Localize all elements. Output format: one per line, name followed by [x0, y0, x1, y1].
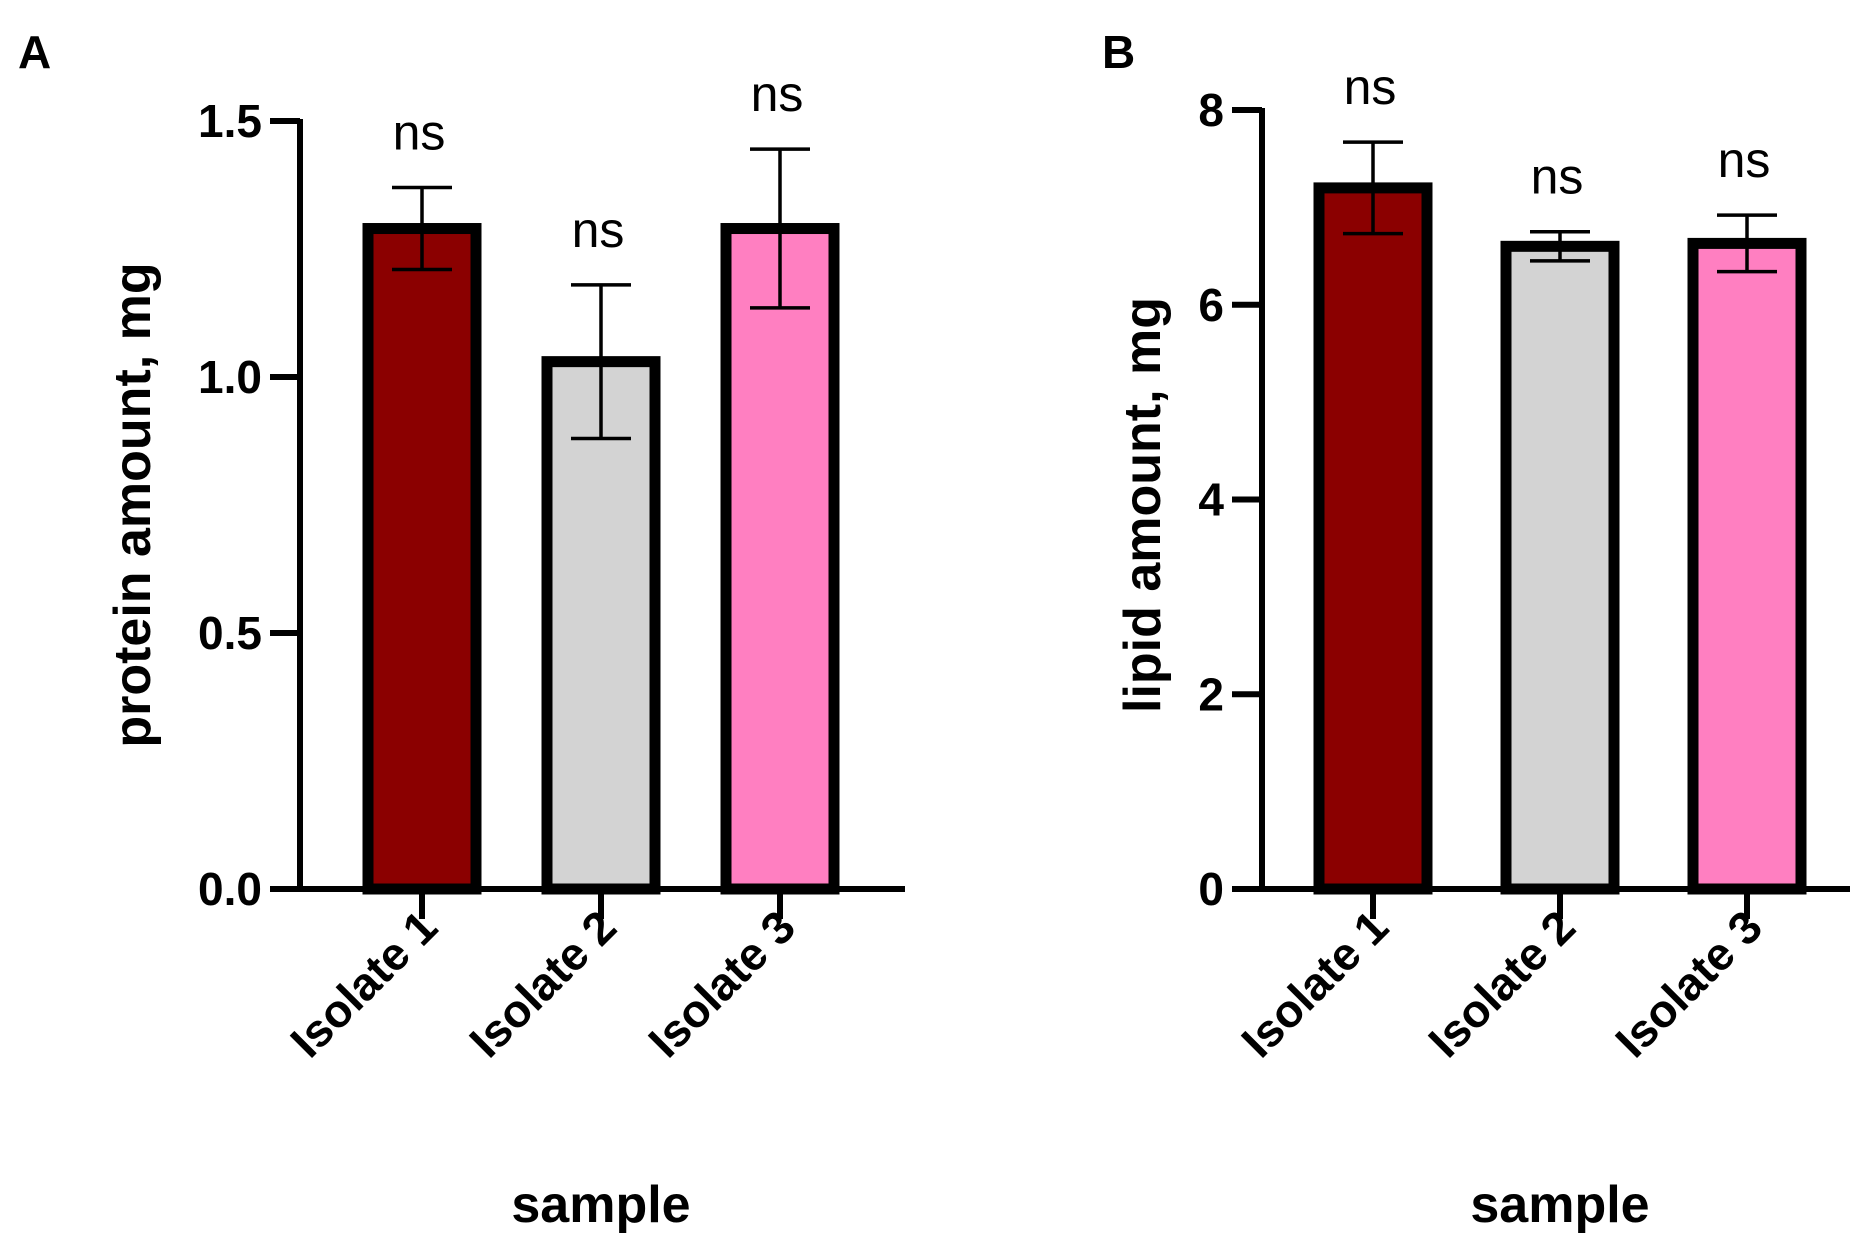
- y-tick-label: 0.0: [198, 863, 262, 915]
- significance-label: ns: [393, 105, 446, 161]
- y-tick-label: 8: [1198, 84, 1224, 136]
- x-category-label: Isolate 1: [280, 900, 447, 1067]
- bar: [362, 223, 482, 895]
- error-bar: [1717, 213, 1777, 274]
- y-tick-label: 2: [1198, 668, 1224, 720]
- significance-label: ns: [1718, 132, 1771, 188]
- error-bar: [392, 185, 452, 272]
- y-axis-title: protein amount, mg: [104, 262, 162, 747]
- error-bar: [1530, 229, 1590, 263]
- y-tick-label: 6: [1198, 279, 1224, 331]
- y-tick-label: 4: [1198, 474, 1224, 526]
- y-axis-title: lipid amount, mg: [1114, 297, 1172, 713]
- y-tick-label: 0: [1198, 863, 1224, 915]
- panel-a: Ans ns ns 0.0 0.5 1.0 1.5 Isolate 1 Isolate 2 Iso…: [18, 26, 905, 1234]
- y-tick-label: 0.5: [198, 607, 262, 659]
- bar: [1687, 237, 1807, 895]
- x-axis-title: sample: [1470, 1176, 1649, 1234]
- error-bar: [571, 283, 631, 441]
- error-bar: [750, 147, 810, 310]
- significance-label: ns: [1344, 59, 1397, 115]
- bar: [1313, 182, 1433, 895]
- bar: [1500, 240, 1620, 895]
- panel-letter: A: [18, 26, 51, 78]
- panel-b: Bns ns ns 0 2 4 6 8 Isolate 1 Isolate 2 Isolate 3 s…: [1102, 26, 1850, 1234]
- bar: [541, 356, 661, 895]
- x-category-label: Isolate 2: [459, 900, 626, 1067]
- bar: [720, 223, 840, 895]
- y-tick-label: 1.0: [198, 351, 262, 403]
- y-tick-label: 1.5: [198, 95, 262, 147]
- x-axis-title: sample: [511, 1176, 690, 1234]
- significance-label: ns: [751, 66, 804, 122]
- x-category-label: Isolate 3: [638, 900, 805, 1067]
- significance-label: ns: [1531, 149, 1584, 205]
- error-bar: [1343, 140, 1403, 236]
- x-category-label: Isolate 2: [1418, 900, 1585, 1067]
- panel-letter: B: [1102, 26, 1135, 78]
- x-category-label: Isolate 3: [1605, 900, 1772, 1067]
- x-category-label: Isolate 1: [1231, 900, 1398, 1067]
- significance-label: ns: [572, 202, 625, 258]
